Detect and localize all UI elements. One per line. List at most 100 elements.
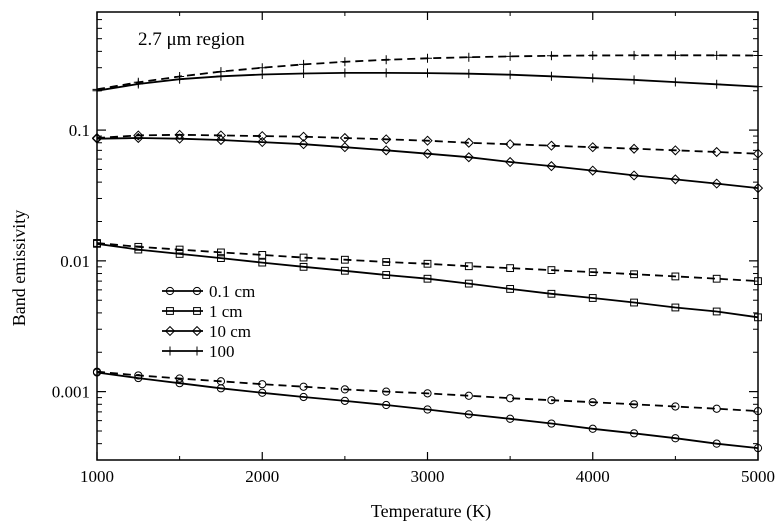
data-point bbox=[754, 313, 762, 322]
x-tick-label: 4000 bbox=[576, 467, 610, 486]
data-point bbox=[629, 75, 639, 85]
y-tick-label: 0.1 bbox=[69, 121, 90, 140]
data-point bbox=[299, 392, 308, 402]
data-point bbox=[752, 148, 764, 159]
axis-ticks: 1000 2000 3000 4000 5000 0.001 0.01 0.1 bbox=[52, 12, 775, 486]
data-point bbox=[670, 145, 681, 156]
data-point bbox=[381, 68, 391, 78]
data-point bbox=[258, 388, 267, 397]
data-point bbox=[299, 262, 308, 271]
data-point bbox=[712, 404, 721, 413]
series-diamond-solid bbox=[91, 132, 764, 194]
series-square-solid bbox=[93, 239, 762, 322]
legend-marker-end bbox=[193, 307, 201, 315]
series-line bbox=[96, 371, 759, 449]
data-point bbox=[547, 289, 556, 298]
data-point bbox=[216, 67, 226, 77]
x-tick-label: 3000 bbox=[411, 467, 445, 486]
data-point bbox=[92, 367, 102, 376]
data-point bbox=[546, 71, 556, 81]
data-point bbox=[216, 377, 226, 386]
data-point bbox=[423, 274, 432, 283]
data-point bbox=[382, 258, 391, 266]
legend-entry: 10 cm bbox=[162, 322, 251, 341]
data-point bbox=[506, 264, 515, 273]
legend-entry: 100 bbox=[162, 342, 235, 361]
data-point bbox=[340, 266, 349, 275]
data-point bbox=[299, 382, 308, 391]
data-point bbox=[630, 298, 638, 307]
data-point bbox=[217, 254, 225, 262]
series-line bbox=[96, 242, 759, 319]
data-point bbox=[464, 391, 473, 400]
data-point bbox=[546, 140, 557, 151]
data-point bbox=[753, 50, 763, 60]
data-point bbox=[464, 69, 474, 79]
data-point bbox=[505, 70, 515, 80]
data-point bbox=[382, 400, 391, 410]
series-line bbox=[96, 242, 759, 282]
data-point bbox=[175, 379, 184, 388]
legend-marker-start bbox=[165, 286, 175, 296]
data-point bbox=[257, 63, 267, 73]
data-point bbox=[382, 387, 391, 396]
region-annotation: 2.7 μm region bbox=[138, 29, 245, 50]
data-point bbox=[422, 135, 433, 146]
data-point bbox=[587, 142, 598, 153]
data-point bbox=[174, 129, 185, 140]
data-point bbox=[298, 131, 309, 142]
data-point bbox=[215, 134, 227, 146]
data-point bbox=[340, 396, 349, 405]
data-point bbox=[506, 394, 515, 403]
series-plus-dashed bbox=[92, 50, 763, 94]
data-point bbox=[423, 259, 432, 268]
legend-entry: 0.1 cm bbox=[162, 282, 255, 301]
data-point bbox=[423, 389, 432, 398]
data-point bbox=[671, 434, 680, 443]
x-tick-label: 5000 bbox=[741, 467, 775, 486]
data-point bbox=[670, 174, 681, 185]
data-point bbox=[422, 148, 433, 159]
legend-marker-end bbox=[192, 286, 202, 296]
data-point bbox=[546, 161, 557, 172]
data-point bbox=[340, 68, 350, 78]
data-point bbox=[215, 130, 227, 141]
data-point bbox=[547, 419, 556, 428]
data-point bbox=[711, 146, 722, 158]
data-point bbox=[134, 371, 143, 380]
data-point bbox=[463, 137, 474, 148]
data-point bbox=[340, 385, 349, 394]
data-point bbox=[712, 307, 721, 316]
data-point bbox=[629, 50, 639, 60]
series-line bbox=[96, 370, 759, 412]
data-point bbox=[505, 156, 516, 168]
data-point bbox=[670, 50, 680, 60]
data-point bbox=[464, 52, 474, 62]
data-point bbox=[339, 132, 350, 144]
legend-marker-start bbox=[165, 346, 175, 356]
data-point bbox=[464, 410, 473, 419]
series-plus-solid bbox=[92, 68, 763, 96]
data-point bbox=[339, 142, 350, 153]
data-point bbox=[340, 57, 350, 67]
data-point bbox=[588, 73, 598, 83]
data-point bbox=[299, 68, 309, 78]
data-point bbox=[423, 53, 432, 63]
data-point bbox=[630, 270, 638, 279]
legend-marker-end bbox=[192, 346, 202, 356]
data-point bbox=[712, 274, 721, 283]
data-point bbox=[258, 380, 267, 389]
data-point bbox=[671, 303, 680, 312]
data-point bbox=[381, 55, 391, 65]
y-tick-label: 0.01 bbox=[60, 252, 90, 271]
data-point bbox=[588, 398, 597, 407]
data-point bbox=[628, 143, 640, 154]
legend-label: 0.1 cm bbox=[209, 282, 255, 301]
data-point bbox=[298, 139, 309, 150]
data-point bbox=[174, 133, 185, 144]
data-point bbox=[628, 170, 640, 181]
data-point bbox=[506, 414, 515, 423]
series-circle-solid bbox=[92, 368, 763, 453]
data-point bbox=[505, 139, 516, 150]
